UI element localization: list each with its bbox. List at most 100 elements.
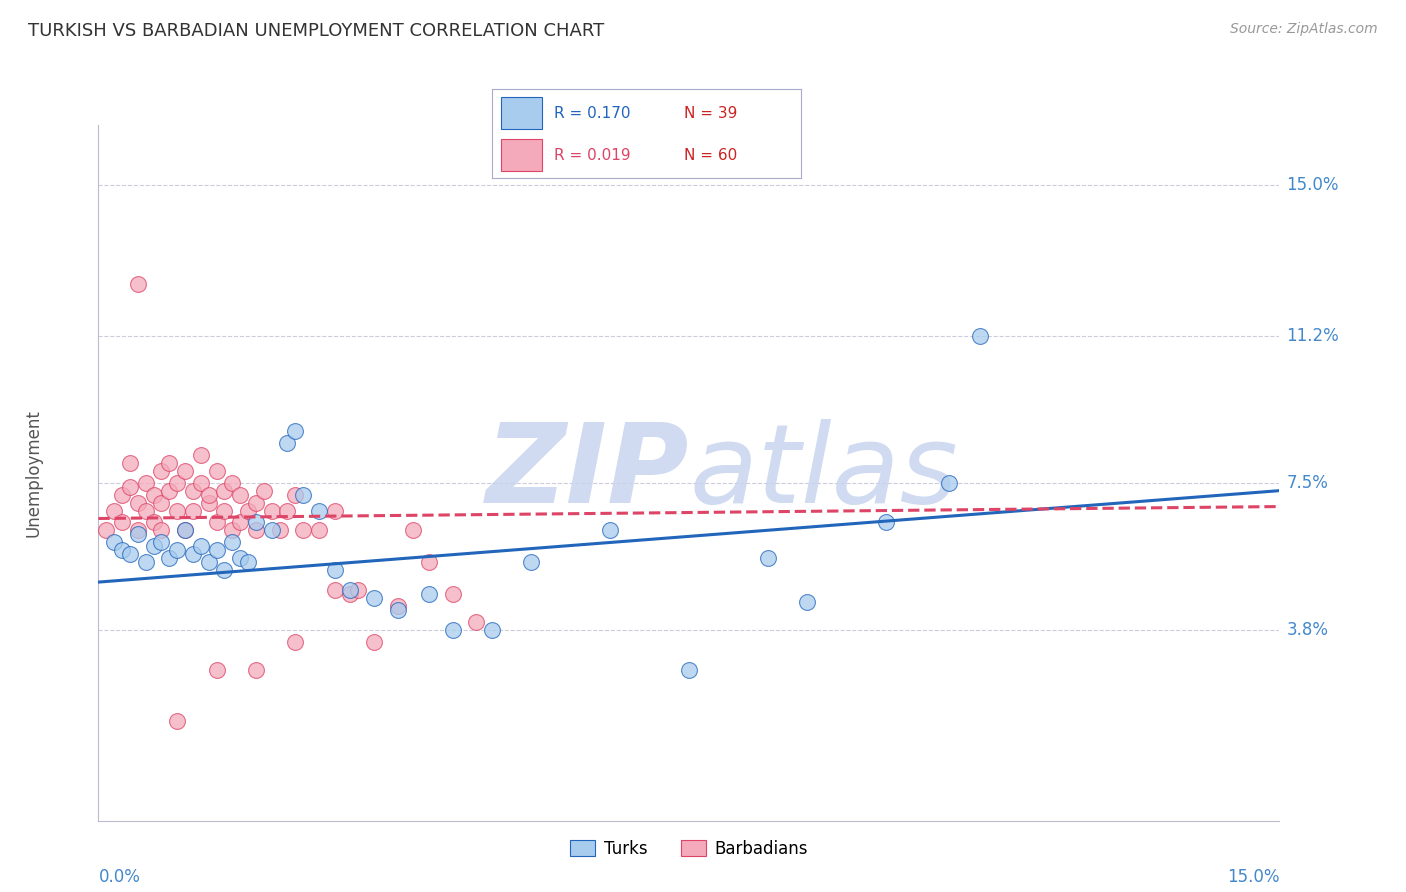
Point bbox=[363, 591, 385, 605]
Point bbox=[418, 555, 440, 569]
Point bbox=[284, 488, 307, 502]
Point bbox=[118, 456, 141, 470]
Point bbox=[157, 551, 180, 566]
Point bbox=[174, 464, 197, 478]
Point bbox=[181, 503, 204, 517]
Point bbox=[205, 663, 228, 677]
Point bbox=[969, 328, 991, 343]
Point bbox=[236, 503, 259, 517]
Point bbox=[111, 516, 134, 530]
Point bbox=[157, 483, 180, 498]
Bar bbox=[502, 97, 541, 129]
Point bbox=[111, 488, 134, 502]
Point bbox=[150, 535, 173, 549]
Point bbox=[229, 551, 252, 566]
Point bbox=[253, 483, 276, 498]
Point bbox=[205, 516, 228, 530]
Point bbox=[441, 623, 464, 637]
Point bbox=[150, 524, 173, 538]
Point bbox=[166, 543, 188, 558]
Point bbox=[166, 503, 188, 517]
Point bbox=[245, 663, 267, 677]
Point bbox=[308, 524, 330, 538]
Text: N = 60: N = 60 bbox=[683, 148, 737, 162]
Text: ZIP: ZIP bbox=[485, 419, 689, 526]
Point bbox=[142, 516, 165, 530]
Text: 11.2%: 11.2% bbox=[1286, 326, 1340, 344]
Point bbox=[205, 543, 228, 558]
Point bbox=[214, 563, 236, 577]
Text: 7.5%: 7.5% bbox=[1286, 474, 1329, 491]
Point bbox=[284, 424, 307, 438]
Point bbox=[441, 587, 464, 601]
Point bbox=[323, 582, 346, 597]
Text: 15.0%: 15.0% bbox=[1286, 176, 1339, 194]
Point bbox=[96, 524, 118, 538]
Point bbox=[465, 615, 488, 629]
Point bbox=[363, 634, 385, 648]
Point bbox=[260, 503, 283, 517]
Point bbox=[103, 535, 125, 549]
Point bbox=[150, 495, 173, 509]
Point bbox=[347, 582, 370, 597]
Point bbox=[205, 464, 228, 478]
Point bbox=[229, 488, 252, 502]
Point bbox=[276, 503, 298, 517]
Point bbox=[284, 634, 307, 648]
Point bbox=[127, 277, 149, 291]
Text: 15.0%: 15.0% bbox=[1227, 868, 1279, 887]
Point bbox=[245, 524, 267, 538]
Point bbox=[339, 587, 361, 601]
Legend: Turks, Barbadians: Turks, Barbadians bbox=[564, 833, 814, 864]
Text: TURKISH VS BARBADIAN UNEMPLOYMENT CORRELATION CHART: TURKISH VS BARBADIAN UNEMPLOYMENT CORREL… bbox=[28, 22, 605, 40]
Text: Unemployment: Unemployment bbox=[24, 409, 42, 537]
Point bbox=[214, 483, 236, 498]
Point bbox=[221, 524, 243, 538]
Point bbox=[111, 543, 134, 558]
Point bbox=[387, 599, 409, 613]
Point bbox=[135, 503, 157, 517]
Text: atlas: atlas bbox=[689, 419, 957, 526]
Point bbox=[142, 488, 165, 502]
Point bbox=[197, 488, 219, 502]
Point bbox=[260, 524, 283, 538]
Point bbox=[678, 663, 700, 677]
Point bbox=[276, 436, 298, 450]
Point bbox=[308, 503, 330, 517]
Point bbox=[418, 587, 440, 601]
Text: R = 0.170: R = 0.170 bbox=[554, 106, 630, 120]
Point bbox=[166, 475, 188, 490]
Point bbox=[292, 488, 315, 502]
Point bbox=[127, 495, 149, 509]
Point bbox=[135, 555, 157, 569]
Text: N = 39: N = 39 bbox=[683, 106, 737, 120]
Point bbox=[197, 555, 219, 569]
Point bbox=[135, 475, 157, 490]
Point bbox=[181, 483, 204, 498]
Point bbox=[214, 503, 236, 517]
Point bbox=[118, 480, 141, 494]
Point bbox=[190, 448, 212, 462]
Point bbox=[245, 516, 267, 530]
Point bbox=[221, 535, 243, 549]
Point bbox=[197, 495, 219, 509]
Point bbox=[339, 582, 361, 597]
Bar bbox=[502, 139, 541, 171]
Point bbox=[269, 524, 291, 538]
Text: Source: ZipAtlas.com: Source: ZipAtlas.com bbox=[1230, 22, 1378, 37]
Point bbox=[599, 524, 621, 538]
Point bbox=[118, 547, 141, 561]
Text: 0.0%: 0.0% bbox=[98, 868, 141, 887]
Point bbox=[402, 524, 425, 538]
Point bbox=[127, 527, 149, 541]
Point bbox=[292, 524, 315, 538]
Point bbox=[323, 563, 346, 577]
Point bbox=[190, 475, 212, 490]
Point bbox=[150, 464, 173, 478]
Point bbox=[127, 524, 149, 538]
Point bbox=[323, 503, 346, 517]
Point bbox=[166, 714, 188, 729]
Point bbox=[938, 475, 960, 490]
Point bbox=[756, 551, 779, 566]
Point bbox=[142, 539, 165, 553]
